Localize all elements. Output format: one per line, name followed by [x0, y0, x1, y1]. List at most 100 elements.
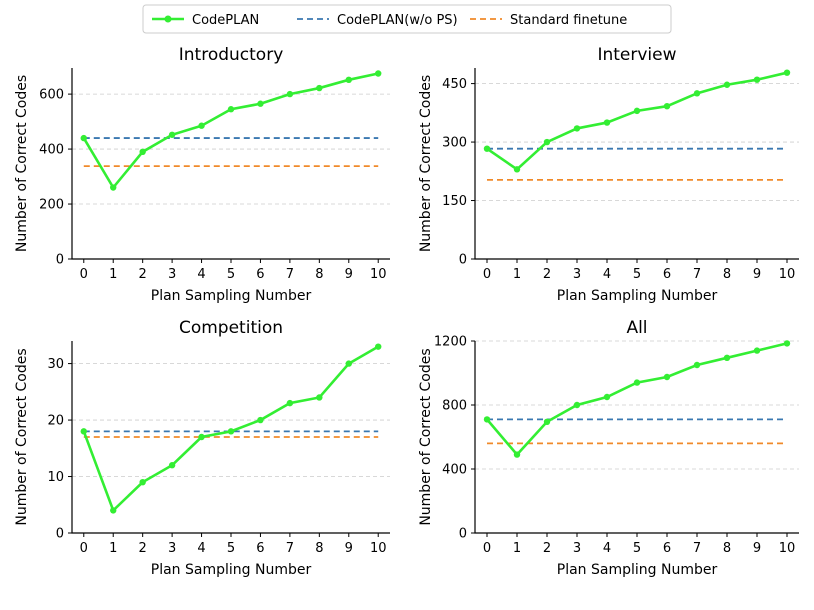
x-tick-label: 4 [603, 541, 611, 556]
data-point [573, 401, 581, 409]
data-point [110, 184, 117, 191]
x-tick-label: 9 [345, 267, 353, 282]
series-codeplan [80, 70, 382, 191]
y-axis-label: Number of Correct Codes [418, 75, 434, 252]
subplot-competition: 0 10 20 30 0 1 2 3 4 5 6 7 8 9 10 Competition Plan Sampl… [14, 318, 390, 578]
legend: CodePLAN CodePLAN(w/o PS) Standard finetun… [142, 4, 672, 34]
x-axis-label: Plan Sampling Number [557, 288, 718, 304]
data-point [573, 125, 581, 132]
data-point [483, 416, 491, 423]
x-tick-label: 10 [779, 541, 796, 556]
y-tick-label: 0 [459, 253, 467, 268]
data-point [345, 76, 352, 84]
y-tick-label: 400 [442, 463, 467, 478]
subplot-introductory: 0 200 400 600 0 1 2 3 4 5 6 7 8 9 10 Introductory Plan S… [14, 45, 390, 304]
y-tick-label: 20 [47, 414, 64, 429]
y-tick-label: 30 [47, 357, 64, 372]
data-point [286, 399, 294, 407]
y-tick-label: 0 [56, 527, 64, 542]
data-point [543, 418, 551, 425]
data-point [375, 343, 382, 350]
data-point [633, 107, 641, 115]
data-point [227, 428, 235, 435]
x-tick-label: 6 [663, 267, 671, 282]
legend-marker-codeplan [164, 15, 172, 23]
x-tick-label: 6 [256, 541, 264, 556]
y-tick-label: 0 [459, 527, 467, 542]
x-tick-label: 2 [139, 267, 147, 282]
x-tick-label: 10 [370, 541, 387, 556]
data-point [316, 394, 323, 401]
series-line-codeplan [486, 71, 788, 172]
data-point [513, 451, 521, 458]
x-tick-label: 0 [483, 267, 491, 282]
axis-spines [474, 341, 799, 534]
data-point [783, 340, 791, 347]
x-axis-label: Plan Sampling Number [557, 562, 718, 578]
legend-label-codeplan: CodePLAN [192, 13, 259, 28]
subplot-title: Interview [597, 45, 676, 65]
data-point [753, 76, 761, 83]
data-point [110, 507, 117, 514]
data-point [257, 100, 264, 107]
legend-frame [142, 4, 672, 34]
subplot-title: Competition [179, 318, 283, 338]
data-point [543, 138, 551, 146]
y-tick-label: 10 [47, 470, 64, 485]
series-line-codeplan [82, 72, 379, 190]
y-tick-label: 600 [39, 88, 64, 103]
legend-label-standard-finetune: Standard finetune [510, 13, 627, 28]
axis-spines [71, 68, 390, 260]
data-point [663, 373, 671, 381]
data-point [723, 81, 731, 88]
data-point [633, 379, 641, 386]
legend-label-codeplan-w-o-ps: CodePLAN(w/o PS) [337, 13, 458, 28]
data-point [139, 148, 146, 156]
series-codeplan [483, 69, 791, 173]
x-tick-label: 4 [197, 267, 205, 282]
data-point [483, 145, 491, 152]
data-point [663, 103, 671, 110]
x-tick-label: 1 [109, 267, 117, 282]
x-tick-label: 3 [168, 541, 176, 556]
x-tick-label: 10 [370, 267, 387, 282]
subplot-title: Introductory [179, 45, 284, 65]
x-axis-label: Plan Sampling Number [151, 562, 312, 578]
data-point [693, 90, 701, 97]
y-tick-label: 450 [442, 77, 467, 92]
data-point [603, 119, 611, 126]
x-tick-label: 9 [753, 267, 761, 282]
data-point [783, 69, 791, 76]
x-tick-label: 5 [227, 541, 235, 556]
x-tick-label: 5 [633, 541, 641, 556]
subplot-all: 0 400 800 1200 0 1 2 3 4 5 6 7 8 9 10 All Plan Sampling … [418, 318, 799, 578]
y-tick-label: 400 [39, 143, 64, 158]
x-tick-label: 8 [723, 267, 731, 282]
data-point [257, 416, 264, 424]
y-axis-label: Number of Correct Codes [418, 348, 434, 525]
x-tick-label: 0 [483, 541, 491, 556]
x-tick-label: 3 [168, 267, 176, 282]
x-tick-label: 6 [256, 267, 264, 282]
data-point [723, 354, 731, 361]
x-tick-label: 5 [633, 267, 641, 282]
x-tick-label: 3 [573, 541, 581, 556]
y-tick-label: 0 [56, 253, 64, 268]
data-point [227, 106, 235, 113]
data-point [80, 428, 87, 435]
x-tick-label: 2 [543, 541, 551, 556]
x-tick-label: 9 [345, 541, 353, 556]
y-axis-label: Number of Correct Codes [14, 348, 30, 525]
data-point [375, 70, 382, 77]
x-tick-label: 1 [513, 267, 521, 282]
x-tick-label: 1 [109, 541, 117, 556]
x-tick-label: 4 [197, 541, 205, 556]
x-tick-label: 3 [573, 267, 581, 282]
x-tick-label: 7 [693, 541, 701, 556]
data-point [286, 90, 294, 98]
y-tick-label: 200 [39, 198, 64, 213]
data-point [345, 360, 352, 367]
y-tick-label: 800 [442, 399, 467, 414]
y-axis-label: Number of Correct Codes [14, 75, 30, 252]
